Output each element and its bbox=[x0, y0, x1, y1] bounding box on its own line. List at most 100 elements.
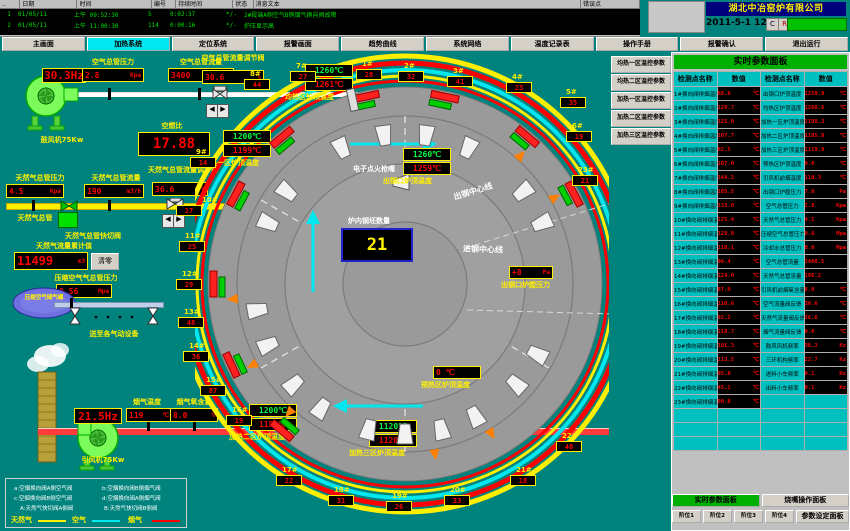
flue-o2-value: 8.0 bbox=[173, 410, 188, 420]
realtime-panel-button[interactable]: 实时参数面板 bbox=[672, 494, 760, 507]
parameter-point-unit: ℃ bbox=[752, 384, 759, 391]
parameter-row[interactable]: 3#换向阀排烟温度 125.0 ℃ 加热一区炉顶温度 1199.3 ℃ bbox=[673, 114, 848, 129]
burner-panel-button[interactable]: 烧嘴操作面板 bbox=[761, 494, 849, 507]
tab-alarm-screen[interactable]: 报警画面 bbox=[256, 37, 340, 51]
alarm-col-duration[interactable]: 持续时间 bbox=[176, 0, 234, 9]
alarm-row[interactable]: 1 01/05/11 上午 09:52:30 5 0:02:37 */- 2#段… bbox=[0, 9, 640, 20]
parameter-point-name: 进料小车频率 bbox=[760, 366, 805, 381]
alarm-col-no[interactable]: 编号 bbox=[151, 0, 177, 9]
burner-tag-label: 4# bbox=[512, 73, 523, 81]
igniter-label: 电子点火枪嘴 bbox=[353, 165, 395, 173]
burner-tag-label: 22# bbox=[562, 432, 578, 440]
zone-button-soaking-2[interactable]: 均热二区温控参数 bbox=[611, 74, 671, 91]
alarm-col-index[interactable]: .. bbox=[0, 0, 21, 9]
alarm-col-time[interactable]: 时间 bbox=[77, 0, 152, 9]
parameter-point-name: 空气总管流量 bbox=[760, 254, 805, 269]
parameter-row[interactable]: 23#换向阀排烟温度90.8℃ bbox=[673, 394, 848, 409]
parameter-point-unit: ℃ bbox=[752, 244, 759, 251]
parameter-point-value: 1259.9 ℃ bbox=[803, 86, 848, 101]
preheat-zone-label: 预热区炉顶温度 bbox=[421, 381, 470, 389]
burner-tag-value: 40 bbox=[556, 441, 582, 452]
tab-trend-curve[interactable]: 趋势曲线 bbox=[341, 37, 424, 51]
burner-tag-label: 3# bbox=[453, 67, 464, 75]
alarm-row[interactable]: 2 01/05/11 上午 11:00:30 114 0:00:16 */- 炉… bbox=[0, 20, 640, 31]
parameter-row[interactable] bbox=[673, 436, 848, 451]
parameter-row[interactable] bbox=[673, 422, 848, 437]
parameter-point-value: 0.0 Mpa bbox=[803, 240, 848, 255]
tab-positioning-system[interactable]: 定位系统 bbox=[171, 37, 255, 51]
parameter-row[interactable]: 4#换向阀排烟温度 107.7 ℃ 加热二区炉顶温度 1185.8 ℃ bbox=[673, 128, 848, 143]
air-press-tap bbox=[108, 88, 111, 100]
air-control-valve-icon[interactable] bbox=[208, 86, 232, 100]
gas-shutoff-actuator[interactable] bbox=[58, 212, 78, 228]
tab-heating-system[interactable]: 加热系统 bbox=[86, 37, 170, 51]
heating-zone3-temp: 1120℃ bbox=[369, 434, 417, 447]
alarm-col-state[interactable]: 状态 bbox=[233, 0, 254, 9]
air-valve-increase-button[interactable]: ▶ bbox=[217, 104, 229, 118]
tab-system-network[interactable]: 系统网络 bbox=[425, 37, 509, 51]
setting-panel-button[interactable]: 参数设定面板 bbox=[796, 510, 849, 523]
zone-button-heating-3[interactable]: 加热三区温控参数 bbox=[611, 128, 671, 145]
parameter-point-value: 101.3 ℃ bbox=[716, 338, 761, 353]
air-valve-label: 空气总管流量调节阀 bbox=[201, 54, 265, 62]
realtime-parameter-table-box: 实时参数面板 检测点名称 数值 检测点名称 数值 1#换向阀排烟温度 88.6 ℃ 出… bbox=[671, 52, 850, 531]
gas-total-label: 天然气流量累计值 bbox=[36, 242, 92, 250]
air-tank-icon bbox=[12, 287, 76, 319]
parameter-point-unit: ℃ bbox=[752, 258, 759, 265]
parameter-point-value: 30.6 ℃ bbox=[803, 296, 848, 311]
step-button-4[interactable]: 阶位4 bbox=[765, 510, 794, 523]
step-button-1[interactable]: 阶位1 bbox=[672, 510, 701, 523]
parameter-point-value: 1199.3 ℃ bbox=[803, 114, 848, 129]
pneumatic-devices-label: 送至各气动设备 bbox=[89, 330, 139, 338]
burner-tag-label: 2# bbox=[404, 62, 415, 70]
tab-temperature-log[interactable]: 温度记录表 bbox=[510, 37, 594, 51]
compressed-air-unit: Mpa bbox=[98, 287, 109, 295]
parameter-point-name: 20#换向阀排烟温度 bbox=[673, 352, 718, 367]
zone-button-heating-1[interactable]: 加热一区温控参数 bbox=[611, 92, 671, 109]
tab-main[interactable]: 主画面 bbox=[2, 37, 85, 51]
parameter-row[interactable]: 2#换向阀排烟温度 129.7 ℃ 均热区炉顶温度 1260.6 ℃ bbox=[673, 100, 848, 115]
zone-button-heating-2[interactable]: 加热二区温控参数 bbox=[611, 110, 671, 127]
alarm-col-date[interactable]: 日期 bbox=[20, 0, 78, 9]
parameter-row[interactable]: 5#换向阀排烟温度 82.5 ℃ 加热三区炉顶温度 1119.9 ℃ bbox=[673, 142, 848, 157]
tab-operation-manual[interactable]: 操作手册 bbox=[595, 37, 679, 51]
parameter-point-name: 12#换向阀排烟温度 bbox=[673, 240, 718, 255]
gas-valve-increase-button[interactable]: ▶ bbox=[173, 214, 185, 228]
tapping-pressure-value: +8 bbox=[512, 268, 522, 277]
parameter-row[interactable]: 1#换向阀排烟温度 88.6 ℃ 出钢口炉顶温度 1259.9 ℃ bbox=[673, 86, 848, 101]
panel-button-bar-bottom: 阶位1 阶位2 阶位3 阶位4 参数设定面板 bbox=[672, 510, 849, 523]
gas-total-clear-button[interactable]: 清零 bbox=[91, 253, 119, 270]
parameter-row[interactable]: 9#换向阀排烟温度 133.0 ℃ 空气总管压力 2.8 Kpa bbox=[673, 198, 848, 213]
zone-button-soaking-1[interactable]: 均热一区温控参数 bbox=[611, 56, 671, 73]
parameter-point-value: 113.5 ℃ bbox=[716, 352, 761, 367]
tab-alarm-ack[interactable]: 报警确认 bbox=[680, 37, 764, 51]
gas-flow-label: 天然气总管流量 bbox=[91, 174, 141, 182]
step-button-2[interactable]: 阶位2 bbox=[703, 510, 732, 523]
legend-line-A: A:天然气快切阀A侧阀 bbox=[20, 506, 74, 512]
parameter-row[interactable]: 7#换向阀排烟温度 144.2 ℃ 引风机前烟温度 110.3 ℃ bbox=[673, 170, 848, 185]
parameter-row[interactable]: 8#换向阀排烟温度 105.5 ℃ 出钢口炉膛压力 7.8 Pa bbox=[673, 184, 848, 199]
gas-shutoff-valve-icon[interactable] bbox=[58, 200, 80, 212]
parameter-row[interactable]: 6#换向阀排烟温度 107.0 ℃ 预热区炉顶温度 0.0 ℃ bbox=[673, 156, 848, 171]
alarm-col-errorpoint[interactable]: 错误点 bbox=[580, 0, 640, 9]
soaking-zone-temp: 1261℃ bbox=[305, 78, 353, 91]
step-button-3[interactable]: 阶位3 bbox=[734, 510, 763, 523]
alarm-col-message[interactable]: 消息文本 bbox=[253, 0, 581, 9]
parameter-point-unit: ℃ bbox=[839, 314, 846, 321]
parameter-row[interactable] bbox=[673, 408, 848, 423]
gas-control-valve-icon[interactable] bbox=[164, 198, 186, 210]
tab-exit[interactable]: 退出运行 bbox=[765, 37, 848, 51]
